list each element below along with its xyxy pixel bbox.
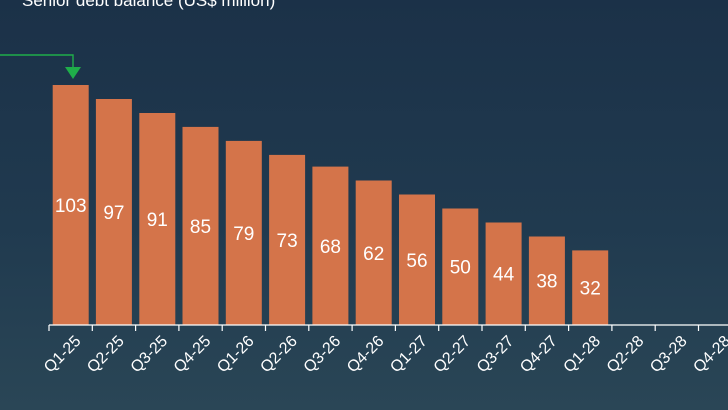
x-tick-label-q4-28: Q4-28 (690, 333, 728, 377)
x-tick-label-q4-27: Q4-27 (517, 333, 561, 377)
x-tick-label-q3-28: Q3-28 (647, 333, 691, 377)
x-tick-label-q1-26: Q1-26 (214, 333, 258, 377)
bar-q4-27 (528, 236, 565, 325)
bar-q2-25 (95, 99, 132, 325)
bar-value-label: 85 (190, 217, 211, 238)
bar-q3-26 (312, 166, 349, 325)
bar-value-label: 44 (493, 265, 515, 286)
x-tick-label-q3-25: Q3-25 (128, 333, 172, 377)
bar-value-label: 50 (450, 258, 471, 279)
x-tick-label-q2-28: Q2-28 (604, 333, 648, 377)
bar-q2-27 (442, 208, 479, 325)
callout-arrow-line (0, 54, 74, 68)
x-tick-label-q4-25: Q4-25 (171, 333, 215, 377)
x-tick-label-q1-25: Q1-25 (41, 333, 85, 377)
bar-value-label: 56 (406, 251, 427, 272)
bar-value-label: 62 (363, 244, 384, 265)
bar-q1-27 (399, 194, 435, 325)
bar-value-label: 79 (233, 224, 254, 245)
x-tick-label-q3-27: Q3-27 (474, 333, 518, 377)
bar-q3-25 (139, 113, 176, 325)
bar-value-label: 32 (580, 279, 601, 300)
bar-data-labels: 103 97 91 85 79 73 68 62 56 50 44 38 32 (55, 196, 601, 300)
bar-value-label: 68 (320, 237, 341, 258)
bar-q1-25 (52, 85, 89, 325)
bar-q3-27 (485, 222, 522, 325)
x-tick-label-q1-27: Q1-27 (387, 333, 431, 377)
bar-value-label: 91 (147, 210, 168, 231)
bar-q4-25 (182, 126, 219, 326)
bar-q4-26 (355, 180, 392, 325)
x-tick-label-q3-26: Q3-26 (301, 333, 345, 377)
x-tick-label-q4-26: Q4-26 (344, 333, 388, 377)
bar-value-label: 38 (536, 272, 557, 293)
bar-value-label: 97 (103, 203, 124, 224)
x-tick-label-q2-27: Q2-27 (431, 333, 475, 377)
x-axis-ticks (48, 325, 700, 331)
bar-q2-26 (269, 154, 306, 325)
x-tick-label-q1-28: Q1-28 (561, 333, 605, 377)
bar-q1-28 (572, 250, 609, 325)
x-tick-label-q2-25: Q2-25 (84, 333, 128, 377)
bar-q1-26 (225, 140, 262, 325)
bar-value-label: 73 (277, 231, 298, 252)
callout-arrow-head (65, 67, 81, 79)
bar-series (52, 85, 609, 326)
bar-value-label: 103 (55, 196, 87, 217)
x-tick-label-q2-26: Q2-26 (257, 333, 301, 377)
x-axis-tick-labels: Q1-25 Q2-25 Q3-25 Q4-25 Q1-26 Q2-26 Q3-26 Q4-26… (41, 333, 728, 377)
chart-title: Senior debt balance (US$ million) (22, 0, 275, 10)
